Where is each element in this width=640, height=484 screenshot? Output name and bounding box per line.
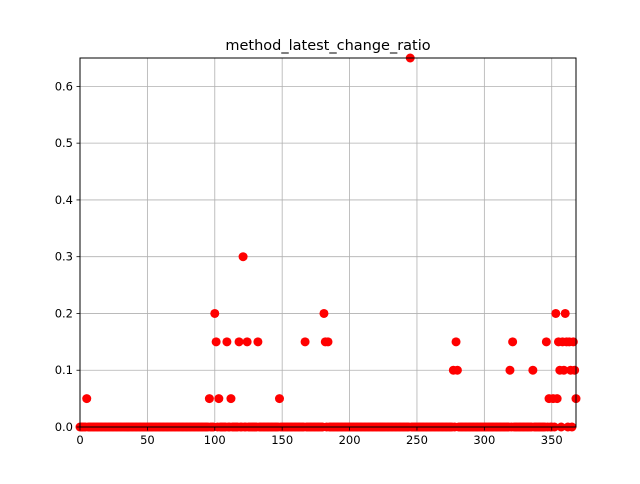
plot-frame (79, 57, 577, 428)
data-point (452, 365, 462, 375)
chart-title: method_latest_change_ratio (225, 38, 430, 54)
x-tick-label: 200 (339, 433, 361, 447)
x-tick-label: 250 (406, 433, 428, 447)
y-tick-label: 0.3 (55, 250, 73, 264)
data-point (238, 252, 248, 262)
x-axis-ticks: 0 50 100 150 200 250 300 350 (76, 427, 563, 447)
data-point (528, 365, 538, 375)
data-point (552, 394, 562, 404)
y-tick-label: 0.1 (55, 363, 73, 377)
data-point (570, 365, 580, 375)
data-point (210, 308, 220, 318)
data-point (541, 337, 551, 347)
data-point (560, 308, 570, 318)
data-points (75, 53, 581, 432)
data-point (508, 337, 518, 347)
x-tick-label: 300 (473, 433, 495, 447)
grid-lines (80, 58, 576, 427)
x-tick-label: 50 (140, 433, 155, 447)
data-point (211, 337, 221, 347)
y-tick-label: 0.2 (55, 306, 73, 320)
data-point (300, 337, 310, 347)
data-point (204, 394, 214, 404)
y-tick-label: 0.4 (55, 193, 73, 207)
data-point (274, 394, 284, 404)
data-point (559, 365, 569, 375)
y-tick-label: 0.5 (55, 136, 73, 150)
data-point (214, 394, 224, 404)
data-point (319, 308, 329, 318)
data-point (323, 337, 333, 347)
data-point (551, 308, 561, 318)
data-point (222, 337, 232, 347)
data-point (82, 394, 92, 404)
data-point (242, 337, 252, 347)
data-point (234, 337, 244, 347)
data-point (226, 394, 236, 404)
data-point (253, 337, 263, 347)
y-tick-label: 0.6 (55, 79, 73, 93)
y-tick-label: 0.0 (55, 420, 73, 434)
x-tick-label: 100 (204, 433, 226, 447)
data-point (505, 365, 515, 375)
x-tick-label: 350 (541, 433, 563, 447)
x-tick-label: 150 (271, 433, 293, 447)
y-axis-ticks: 0.0 0.1 0.2 0.3 0.4 0.5 0.6 (55, 79, 80, 434)
x-tick-label: 0 (76, 433, 83, 447)
data-point (451, 337, 461, 347)
